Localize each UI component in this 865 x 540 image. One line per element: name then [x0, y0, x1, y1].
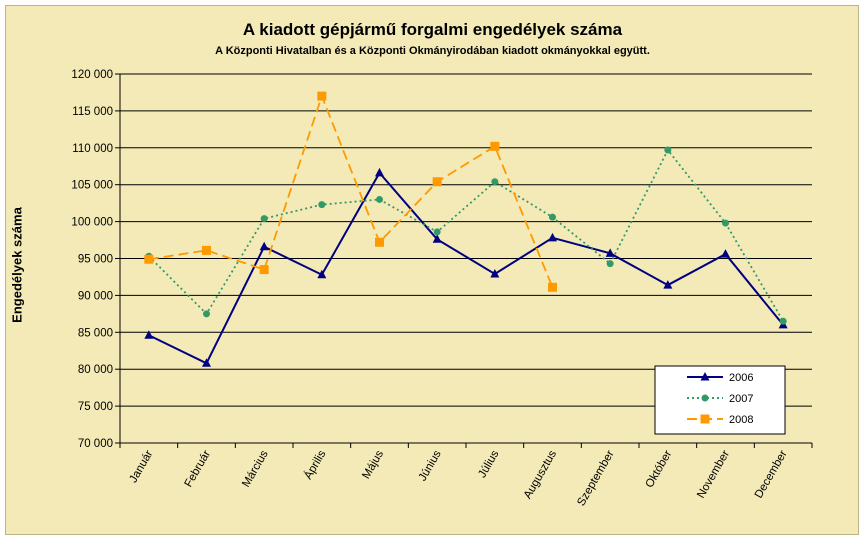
x-tick-label: November: [695, 448, 732, 500]
legend-marker-2007: [701, 394, 709, 402]
series-line-2008: [148, 93, 554, 288]
x-tick-label: Március: [240, 448, 271, 489]
y-tick-label: 120 000: [71, 69, 113, 81]
data-point-2008: [432, 177, 442, 187]
data-point-2006: [432, 234, 442, 243]
data-point-2006: [490, 268, 500, 278]
data-point-2007: [722, 219, 729, 227]
legend-label-2006: 2006: [729, 372, 753, 384]
chart-title: A kiadott gépjármű forgalmi engedélyek s…: [242, 20, 623, 39]
data-point-2007: [779, 317, 787, 325]
legend-label-2007: 2007: [729, 393, 753, 405]
y-tick-label: 70 000: [78, 438, 113, 450]
x-tick-label: Szeptember: [575, 448, 616, 508]
series-line-2006: [148, 171, 784, 365]
y-tick-label: 75 000: [78, 401, 113, 413]
chart-subtitle: A Központi Hivatalban és a Központi Okmá…: [215, 45, 650, 57]
legend-marker-2006: [700, 372, 710, 381]
data-point-2006: [663, 280, 673, 289]
data-point-2006: [317, 269, 327, 279]
y-tick-label: 95 000: [78, 254, 113, 266]
y-tick-label: 110 000: [72, 143, 113, 155]
data-point-2007: [260, 215, 268, 223]
data-point-2006: [605, 248, 615, 257]
data-point-2007: [203, 310, 210, 318]
legend-label-2008: 2008: [729, 414, 753, 426]
data-point-2006: [721, 249, 730, 258]
data-point-2006: [259, 241, 269, 251]
data-point-2007: [549, 213, 556, 221]
data-point-2007: [433, 228, 441, 236]
x-tick-label: Február: [183, 448, 214, 489]
y-tick-label: 80 000: [78, 364, 113, 376]
y-tick-label: 85 000: [78, 327, 113, 339]
data-point-2007: [491, 178, 499, 186]
data-point-2008: [490, 141, 500, 151]
y-tick-label: 115 000: [72, 106, 113, 118]
data-point-2008: [259, 265, 269, 275]
data-point-2007: [606, 260, 614, 268]
data-point-2008: [548, 282, 557, 292]
data-point-2008: [202, 245, 211, 255]
x-tick-label: Július: [476, 448, 501, 480]
data-point-2007: [376, 195, 383, 203]
data-point-2007: [318, 201, 326, 209]
x-tick-label: Április: [302, 448, 329, 482]
data-point-2008: [317, 91, 327, 101]
chart-area: [5, 5, 859, 535]
data-point-2008: [144, 254, 154, 264]
data-point-2008: [375, 237, 384, 247]
x-tick-label: Június: [417, 448, 444, 483]
data-point-2007: [664, 146, 672, 154]
data-point-2006: [375, 167, 384, 177]
legend-marker-2008: [700, 414, 710, 424]
data-point-2006: [144, 330, 154, 339]
x-tick-label: Október: [644, 448, 675, 490]
x-tick-label: Május: [360, 448, 386, 481]
x-tick-label: Augusztus: [522, 448, 559, 501]
y-tick-label: 90 000: [78, 290, 113, 302]
y-tick-label: 105 000: [71, 180, 113, 192]
x-tick-label: December: [753, 448, 790, 500]
data-point-2006: [548, 232, 557, 242]
x-tick-label: Január: [127, 448, 155, 485]
y-tick-label: 100 000: [71, 217, 113, 229]
data-point-2006: [202, 358, 211, 367]
